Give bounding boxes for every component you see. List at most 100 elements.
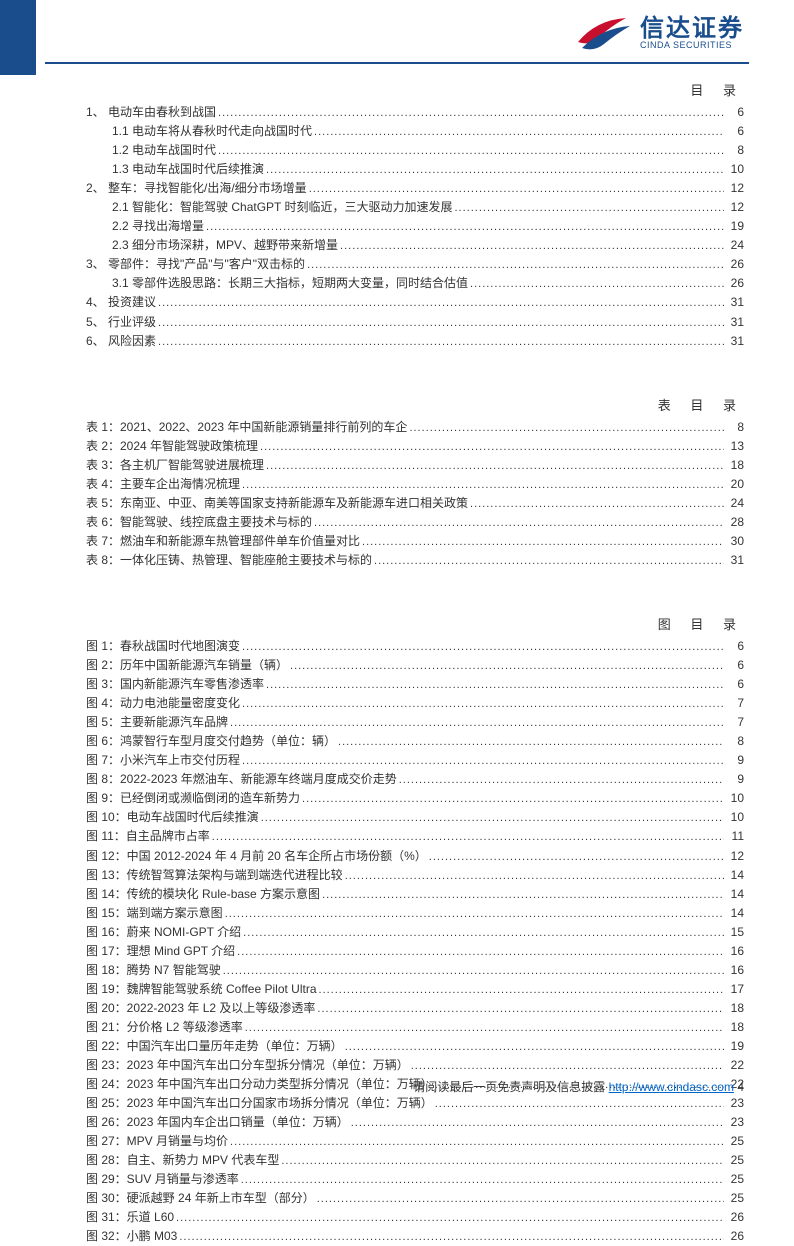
toc-label: 图 3：国内新能源汽车零售渗透率 — [60, 675, 264, 694]
toc-page-number: 9 — [726, 751, 744, 770]
toc-page-number: 6 — [726, 637, 744, 656]
toc-page-number: 8 — [726, 141, 744, 160]
toc-page-number: 10 — [726, 160, 744, 179]
toc-label: 图 31：乐道 L60 — [60, 1208, 174, 1227]
footer-page-number: 4 — [734, 1080, 744, 1094]
toc-line: 6、 风险因素31 — [60, 332, 744, 351]
toc-page-number: 31 — [726, 551, 744, 570]
toc-leader-dots — [411, 1056, 724, 1075]
toc-label: 图 23：2023 年中国汽车出口分车型拆分情况（单位：万辆） — [60, 1056, 409, 1075]
toc-leader-dots — [319, 980, 724, 999]
toc-leader-dots — [230, 1132, 724, 1151]
toc-line: 表 4：主要车企出海情况梳理20 — [60, 475, 744, 494]
toc-line: 图 8：2022-2023 年燃油车、新能源车终端月度成交价走势9 — [60, 770, 744, 789]
toc-line: 图 7：小米汽车上市交付历程 9 — [60, 751, 744, 770]
toc-page-number: 7 — [726, 713, 744, 732]
toc-line: 图 3：国内新能源汽车零售渗透率 6 — [60, 675, 744, 694]
toc-label: 3、 零部件：寻找"产品"与"客户"双击标的 — [60, 255, 305, 274]
toc-label: 图 14：传统的模块化 Rule-base 方案示意图 — [60, 885, 320, 904]
toc-label: 表 8：一体化压铸、热管理、智能座舱主要技术与标的 — [60, 551, 372, 570]
toc-line: 图 29：SUV 月销量与渗透率25 — [60, 1170, 744, 1189]
toc-label: 图 1：春秋战国时代地图演变 — [60, 637, 240, 656]
section-title: 表 目 录 — [60, 395, 744, 414]
toc-label: 表 5：东南亚、中亚、南美等国家支持新能源车及新能源车进口相关政策 — [60, 494, 468, 513]
toc-page-number: 10 — [726, 789, 744, 808]
toc-page-number: 25 — [726, 1170, 744, 1189]
toc-page-number: 31 — [726, 293, 744, 312]
toc-line: 图 6：鸿蒙智行车型月度交付趋势（单位：辆）8 — [60, 732, 744, 751]
toc-leader-dots — [158, 313, 724, 332]
toc-line: 图 4：动力电池能量密度变化7 — [60, 694, 744, 713]
toc-leader-dots — [409, 418, 724, 437]
toc-line: 表 3：各主机厂智能驾驶进展梳理18 — [60, 456, 744, 475]
toc-leader-dots — [317, 1189, 724, 1208]
toc-label: 2.2 寻找出海增量 — [60, 217, 204, 236]
toc-line: 图 31：乐道 L60 26 — [60, 1208, 744, 1227]
toc-label: 表 2：2024 年智能驾驶政策梳理 — [60, 437, 258, 456]
toc-leader-dots — [345, 866, 724, 885]
toc-leader-dots — [158, 332, 724, 351]
toc-page-number: 16 — [726, 942, 744, 961]
toc-leader-dots — [290, 656, 724, 675]
toc-label: 图 28：自主、新势力 MPV 代表车型 — [60, 1151, 279, 1170]
toc-leader-dots — [322, 885, 724, 904]
toc-page-number: 6 — [726, 675, 744, 694]
logo-text-cn: 信达证券 — [640, 17, 744, 41]
toc-line: 图 19：魏牌智能驾驶系统 Coffee Pilot Ultra17 — [60, 980, 744, 999]
toc-line: 图 11：自主品牌市占率11 — [60, 827, 744, 846]
toc-label: 图 7：小米汽车上市交付历程 — [60, 751, 240, 770]
footer-text: 请阅读最后一页免责声明及信息披露 — [413, 1080, 608, 1094]
toc-line: 图 27：MPV 月销量与均价25 — [60, 1132, 744, 1151]
toc-leader-dots — [429, 847, 724, 866]
toc-label: 图 32：小鹏 M03 — [60, 1227, 177, 1246]
toc-line: 图 1：春秋战国时代地图演变 6 — [60, 637, 744, 656]
toc-line: 图 13：传统智驾算法架构与端到端迭代进程比较14 — [60, 866, 744, 885]
section-title: 目 录 — [60, 80, 744, 99]
toc-label: 图 16：蔚来 NOMI-GPT 介绍 — [60, 923, 241, 942]
toc-page-number: 8 — [726, 418, 744, 437]
toc-label: 2.1 智能化：智能驾驶 ChatGPT 时刻临近，三大驱动力加速发展 — [60, 198, 453, 217]
toc-leader-dots — [281, 1151, 724, 1170]
toc-label: 5、 行业评级 — [60, 313, 156, 332]
toc-label: 图 4：动力电池能量密度变化 — [60, 694, 240, 713]
toc-line: 1、 电动车由春秋到战国6 — [60, 103, 744, 122]
toc-label: 图 11：自主品牌市占率 — [60, 827, 210, 846]
toc-leader-dots — [340, 236, 724, 255]
toc-page-number: 6 — [726, 122, 744, 141]
toc-leader-dots — [435, 1094, 724, 1113]
toc-leader-dots — [218, 141, 724, 160]
toc-page-number: 23 — [726, 1113, 744, 1132]
toc-leader-dots — [261, 808, 724, 827]
toc-line: 1.2 电动车战国时代8 — [60, 141, 744, 160]
toc-label: 图 6：鸿蒙智行车型月度交付趋势（单位：辆） — [60, 732, 336, 751]
toc-leader-dots — [245, 1018, 724, 1037]
toc-content: 目 录1、 电动车由春秋到战国61.1 电动车将从春秋时代走向战国时代61.2 … — [60, 80, 744, 1246]
toc-page-number: 26 — [726, 1227, 744, 1246]
toc-leader-dots — [455, 198, 725, 217]
toc-line: 图 30：硬派越野 24 年新上市车型（部分）25 — [60, 1189, 744, 1208]
toc-line: 2.3 细分市场深耕，MPV、越野带来新增量24 — [60, 236, 744, 255]
toc-leader-dots — [266, 675, 724, 694]
toc-leader-dots — [338, 732, 724, 751]
toc-line: 图 22：中国汽车出口量历年走势（单位：万辆）19 — [60, 1037, 744, 1056]
toc-leader-dots — [242, 475, 724, 494]
toc-label: 图 17：理想 Mind GPT 介绍 — [60, 942, 235, 961]
toc-line: 表 7：燃油车和新能源车热管理部件单车价值量对比30 — [60, 532, 744, 551]
toc-line: 图 16：蔚来 NOMI-GPT 介绍15 — [60, 923, 744, 942]
toc-page-number: 22 — [726, 1056, 744, 1075]
toc-line: 图 14：传统的模块化 Rule-base 方案示意图14 — [60, 885, 744, 904]
toc-page-number: 26 — [726, 1208, 744, 1227]
toc-line: 表 5：东南亚、中亚、南美等国家支持新能源车及新能源车进口相关政策24 — [60, 494, 744, 513]
toc-page-number: 31 — [726, 332, 744, 351]
toc-label: 图 8：2022-2023 年燃油车、新能源车终端月度成交价走势 — [60, 770, 397, 789]
toc-label: 图 9：已经倒闭或濒临倒闭的造车新势力 — [60, 789, 300, 808]
toc-line: 图 5：主要新能源汽车品牌7 — [60, 713, 744, 732]
toc-page-number: 14 — [726, 904, 744, 923]
toc-label: 图 18：腾势 N7 智能驾驶 — [60, 961, 221, 980]
footer-link[interactable]: http://www.cindasc.com — [609, 1080, 734, 1094]
toc-line: 2、 整车：寻找智能化/出海/细分市场增量12 — [60, 179, 744, 198]
toc-label: 图 25：2023 年中国汽车出口分国家市场拆分情况（单位：万辆） — [60, 1094, 433, 1113]
toc-leader-dots — [242, 751, 724, 770]
toc-page-number: 25 — [726, 1132, 744, 1151]
toc-line: 图 25：2023 年中国汽车出口分国家市场拆分情况（单位：万辆）23 — [60, 1094, 744, 1113]
